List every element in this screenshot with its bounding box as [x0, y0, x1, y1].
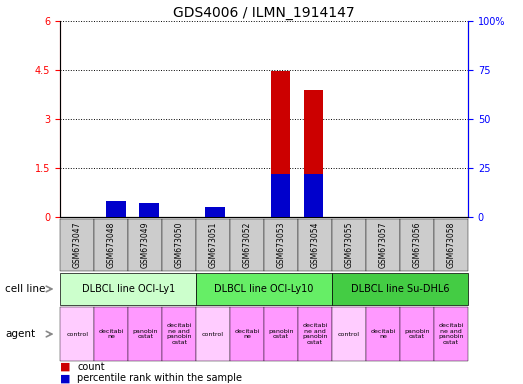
Text: GSM673051: GSM673051	[209, 222, 218, 268]
Text: decitabi
ne and
panobin
ostat: decitabi ne and panobin ostat	[302, 323, 328, 345]
Text: panobin
ostat: panobin ostat	[268, 329, 294, 339]
Text: percentile rank within the sample: percentile rank within the sample	[77, 373, 242, 383]
Text: control: control	[66, 331, 88, 337]
Bar	[205, 213, 225, 217]
Bar	[271, 174, 290, 217]
Text: GSM673047: GSM673047	[73, 222, 82, 268]
Bar	[271, 71, 290, 217]
Text: panobin
ostat: panobin ostat	[404, 329, 430, 339]
Text: ■: ■	[60, 373, 71, 383]
Text: count: count	[77, 362, 105, 372]
Text: GSM673058: GSM673058	[447, 222, 456, 268]
Text: DLBCL line OCI-Ly10: DLBCL line OCI-Ly10	[214, 284, 314, 294]
Text: control: control	[338, 331, 360, 337]
Bar	[139, 212, 159, 217]
Text: decitabi
ne: decitabi ne	[98, 329, 124, 339]
Text: GSM673057: GSM673057	[379, 222, 388, 268]
Title: GDS4006 / ILMN_1914147: GDS4006 / ILMN_1914147	[173, 6, 355, 20]
Text: GSM673052: GSM673052	[243, 222, 252, 268]
Bar	[205, 207, 225, 217]
Text: cell line: cell line	[5, 284, 46, 294]
Text: decitabi
ne: decitabi ne	[234, 329, 260, 339]
Text: DLBCL line OCI-Ly1: DLBCL line OCI-Ly1	[82, 284, 175, 294]
Text: GSM673053: GSM673053	[277, 222, 286, 268]
Text: GSM673050: GSM673050	[175, 222, 184, 268]
Text: decitabi
ne and
panobin
ostat: decitabi ne and panobin ostat	[438, 323, 464, 345]
Text: control: control	[202, 331, 224, 337]
Bar	[139, 203, 159, 217]
Bar	[303, 174, 323, 217]
Bar	[106, 201, 126, 217]
Bar	[106, 210, 126, 217]
Text: agent: agent	[5, 329, 36, 339]
Bar	[303, 90, 323, 217]
Text: decitabi
ne and
panobin
ostat: decitabi ne and panobin ostat	[166, 323, 192, 345]
Text: GSM673048: GSM673048	[107, 222, 116, 268]
Text: DLBCL line Su-DHL6: DLBCL line Su-DHL6	[351, 284, 449, 294]
Text: panobin
ostat: panobin ostat	[132, 329, 158, 339]
Text: ■: ■	[60, 362, 71, 372]
Text: GSM673054: GSM673054	[311, 222, 320, 268]
Text: GSM673056: GSM673056	[413, 222, 422, 268]
Text: GSM673055: GSM673055	[345, 222, 354, 268]
Text: GSM673049: GSM673049	[141, 222, 150, 268]
Text: decitabi
ne: decitabi ne	[370, 329, 396, 339]
